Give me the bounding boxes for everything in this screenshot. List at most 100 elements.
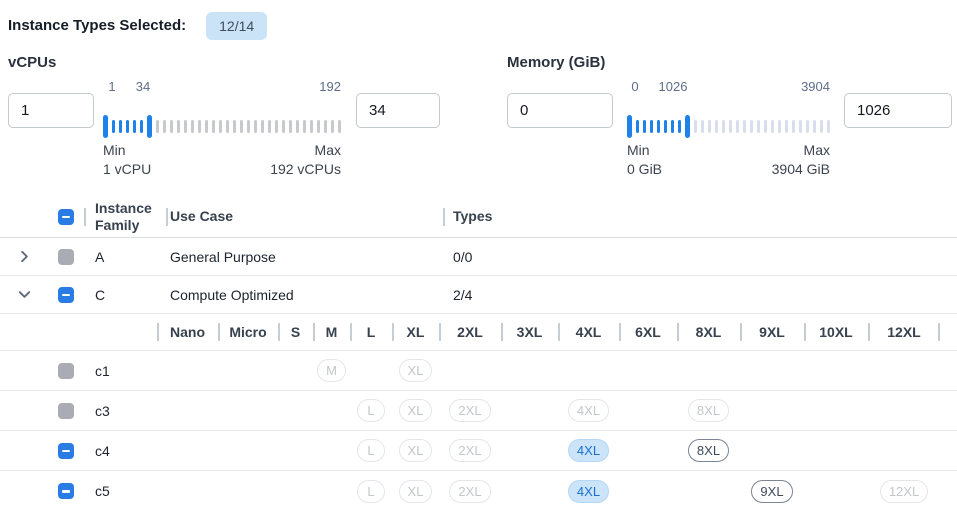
size-column-header-4xl: 4XL xyxy=(558,314,619,350)
slider-tick-active xyxy=(112,119,115,133)
family-use-case: General Purpose xyxy=(170,248,276,265)
column-header-use-case: Use Case xyxy=(166,196,443,237)
slider-tick xyxy=(163,119,166,133)
memory-range-slider[interactable] xyxy=(627,114,830,138)
slider-tick-active xyxy=(119,119,122,133)
size-chip-c4-2xl: 2XL xyxy=(449,439,491,462)
size-column-header-12xl: 12XL xyxy=(868,314,940,350)
slider-tick xyxy=(785,119,788,133)
instance-name: c1 xyxy=(95,362,110,379)
vcpus-scale-current: 34 xyxy=(135,79,151,94)
instance-name: c3 xyxy=(95,402,110,419)
memory-min-label: Min xyxy=(627,142,650,158)
size-column-header-xl: XL xyxy=(392,314,439,350)
slider-tick xyxy=(792,119,795,133)
slider-tick-active xyxy=(643,119,646,133)
select-all-checkbox[interactable] xyxy=(58,208,74,225)
size-chip-c4-4xl[interactable]: 4XL xyxy=(567,439,610,462)
slider-tick xyxy=(240,119,243,133)
size-header-row: Nano Micro S M L XL 2XL 3XL 4XL 6XL 8XL 9XL 10XL 12XL xyxy=(0,314,957,351)
size-chip-c5-9xl[interactable]: 9XL xyxy=(751,479,793,503)
family-row-c: C Compute Optimized 2/4 xyxy=(0,276,957,314)
selection-count-badge: 12/14 xyxy=(206,11,268,40)
size-chip-c4-l: L xyxy=(357,439,385,462)
size-column-header-2xl: 2XL xyxy=(439,314,501,350)
size-chip-c5-4xl[interactable]: 4XL xyxy=(567,479,610,503)
slider-tick xyxy=(701,119,704,133)
size-chip-c1-m: M xyxy=(317,359,346,382)
family-checkbox-c[interactable] xyxy=(58,286,74,303)
vcpus-min-input[interactable] xyxy=(8,93,94,128)
memory-max-value: 3904 GiB xyxy=(771,161,830,177)
memory-min-input[interactable] xyxy=(507,93,613,128)
memory-max-label: Max xyxy=(803,142,830,158)
memory-minmax: Min 0 GiB Max 3904 GiB xyxy=(627,141,830,179)
memory-max-input[interactable] xyxy=(844,93,952,128)
slider-tick-active xyxy=(664,119,667,133)
vcpus-max-input[interactable] xyxy=(356,93,440,128)
slider-tick xyxy=(729,119,732,133)
size-column-header-3xl: 3XL xyxy=(501,314,558,350)
instance-row-c3: c3 L XL 2XL 4XL 8XL xyxy=(0,391,957,431)
slider-tick xyxy=(757,119,760,133)
memory-scale-min: 0 xyxy=(631,79,639,94)
slider-tick xyxy=(317,119,320,133)
slider-tick xyxy=(289,119,292,133)
vcpus-max-value: 192 vCPUs xyxy=(270,161,341,177)
slider-min-handle[interactable] xyxy=(627,114,632,138)
selection-summary: Instance Types Selected: 12/14 xyxy=(0,0,957,40)
slider-max-handle[interactable] xyxy=(147,114,152,138)
size-chip-c1-xl: XL xyxy=(398,359,433,382)
slider-tick xyxy=(813,119,816,133)
slider-tick xyxy=(820,119,823,133)
vcpus-min-label: Min xyxy=(103,142,126,158)
slider-tick xyxy=(338,119,341,133)
expand-chevron-a[interactable] xyxy=(17,249,32,264)
size-chip-c4-xl: XL xyxy=(398,439,433,462)
slider-tick xyxy=(771,119,774,133)
size-column-header-l: L xyxy=(350,314,392,350)
slider-tick xyxy=(198,119,201,133)
size-chip-c3-2xl: 2XL xyxy=(449,399,491,422)
slider-tick xyxy=(275,119,278,133)
slider-tick xyxy=(743,119,746,133)
slider-tick xyxy=(827,119,830,133)
slider-tick xyxy=(806,119,809,133)
slider-tick xyxy=(694,119,697,133)
instance-checkbox-c4[interactable] xyxy=(58,442,74,459)
slider-tick xyxy=(233,119,236,133)
slider-tick xyxy=(799,119,802,133)
size-column-header-8xl: 8XL xyxy=(677,314,740,350)
instance-checkbox-c1 xyxy=(58,362,74,379)
slider-tick xyxy=(764,119,767,133)
slider-min-handle[interactable] xyxy=(103,114,108,138)
slider-tick xyxy=(156,119,159,133)
slider-max-handle[interactable] xyxy=(685,114,690,138)
vcpus-max-label: Max xyxy=(314,142,341,158)
vcpus-min-value: 1 vCPU xyxy=(103,161,152,177)
selection-summary-label: Instance Types Selected: xyxy=(8,17,187,34)
size-chip-c4-8xl[interactable]: 8XL xyxy=(687,439,730,462)
filters: vCPUs 1 34 192 Min 1 vCPU xyxy=(0,54,957,179)
slider-tick xyxy=(310,119,313,133)
family-name: C xyxy=(95,286,106,303)
vcpus-range-slider[interactable] xyxy=(103,114,341,138)
instance-checkbox-c3 xyxy=(58,402,74,419)
size-column-header-micro: Micro xyxy=(218,314,278,350)
family-use-case: Compute Optimized xyxy=(170,286,294,303)
size-chip-c5-2xl: 2XL xyxy=(449,479,491,503)
instance-checkbox-c5[interactable] xyxy=(58,483,74,499)
slider-tick-active xyxy=(671,119,674,133)
slider-tick xyxy=(750,119,753,133)
slider-tick xyxy=(324,119,327,133)
size-column-header-6xl: 6XL xyxy=(619,314,677,350)
slider-tick xyxy=(219,119,222,133)
memory-scale-labels: 0 1026 3904 xyxy=(627,79,830,97)
slider-tick xyxy=(184,119,187,133)
table-header-row: Instance Family Use Case Types xyxy=(0,196,957,238)
slider-tick-active xyxy=(140,119,143,133)
instance-row-c4: c4 L XL 2XL 4XL 8XL xyxy=(0,431,957,471)
expand-chevron-c[interactable] xyxy=(17,287,32,302)
family-types-count: 0/0 xyxy=(453,248,473,265)
slider-tick xyxy=(715,119,718,133)
